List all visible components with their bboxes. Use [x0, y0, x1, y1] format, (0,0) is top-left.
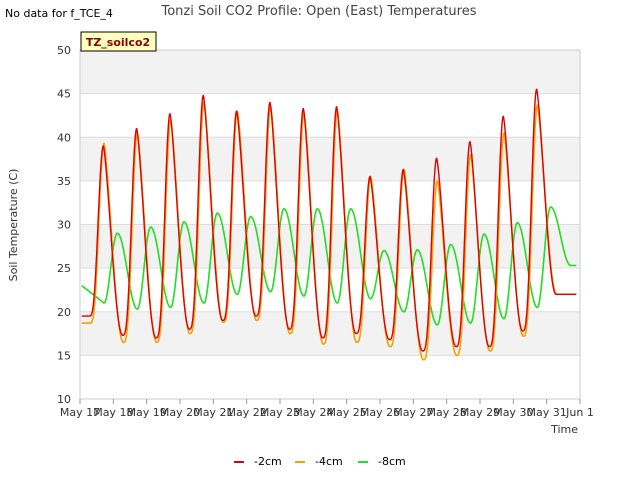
x-axis-title: Time — [550, 423, 578, 436]
grid-band — [80, 311, 580, 356]
y-tick-label: 30 — [57, 219, 71, 232]
legend: -2cm -4cm -8cm — [234, 455, 406, 468]
legend-label: -4cm — [315, 455, 343, 468]
badge-box — [80, 31, 157, 52]
legend-label: -2cm — [254, 455, 282, 468]
grid-band — [80, 137, 580, 181]
x-tick-label: May 28 — [427, 406, 467, 419]
y-tick-label: 35 — [57, 175, 71, 188]
x-tick-label: May 25 — [327, 406, 367, 419]
grid-bands — [80, 50, 580, 356]
plot-frame — [79, 49, 581, 400]
y-tick-label: 25 — [57, 262, 71, 275]
y-tick-label: 40 — [57, 131, 71, 144]
y-tick-label: 50 — [57, 44, 71, 57]
x-tick-label: May 23 — [260, 406, 300, 419]
y-tick-label: 45 — [57, 88, 71, 101]
series-line-minus-2cm — [81, 88, 577, 352]
x-tick-label: May 18 — [93, 406, 133, 419]
x-tick-label: Jun 1 — [565, 406, 594, 419]
legend-label: -8cm — [378, 455, 406, 468]
series-line-minus-4cm — [81, 101, 577, 361]
x-tick-label: May 30 — [493, 406, 533, 419]
x-tick-label: May 31 — [527, 406, 567, 419]
y-axis-title: Soil Temperature (C) — [7, 169, 20, 282]
y-tick-label: 10 — [57, 393, 71, 406]
no-data-note: No data for f_TCE_4 — [5, 7, 113, 20]
x-tick-label: May 29 — [460, 406, 500, 419]
series-lines — [81, 88, 577, 361]
x-tick-label: May 22 — [227, 406, 267, 419]
x-tick-label: May 24 — [293, 406, 333, 419]
y-tick-label: 20 — [57, 306, 71, 319]
badge-label: TZ_soilco2 — [86, 36, 150, 49]
x-tick-label: May 26 — [360, 406, 400, 419]
y-tick-label: 15 — [57, 349, 71, 362]
series-badge: TZ_soilco2 — [80, 31, 157, 52]
chart-title: Tonzi Soil CO2 Profile: Open (East) Temp… — [160, 4, 476, 19]
grid-band — [80, 50, 580, 94]
x-tick-label: May 19 — [127, 406, 167, 419]
x-tick-label: May 27 — [393, 406, 433, 419]
x-tick-label: May 17 — [60, 406, 100, 419]
x-tick-label: May 21 — [193, 406, 233, 419]
y-axis-ticks: 10 15 20 25 30 35 40 45 50 — [57, 44, 71, 406]
x-tick-label: May 20 — [160, 406, 200, 419]
